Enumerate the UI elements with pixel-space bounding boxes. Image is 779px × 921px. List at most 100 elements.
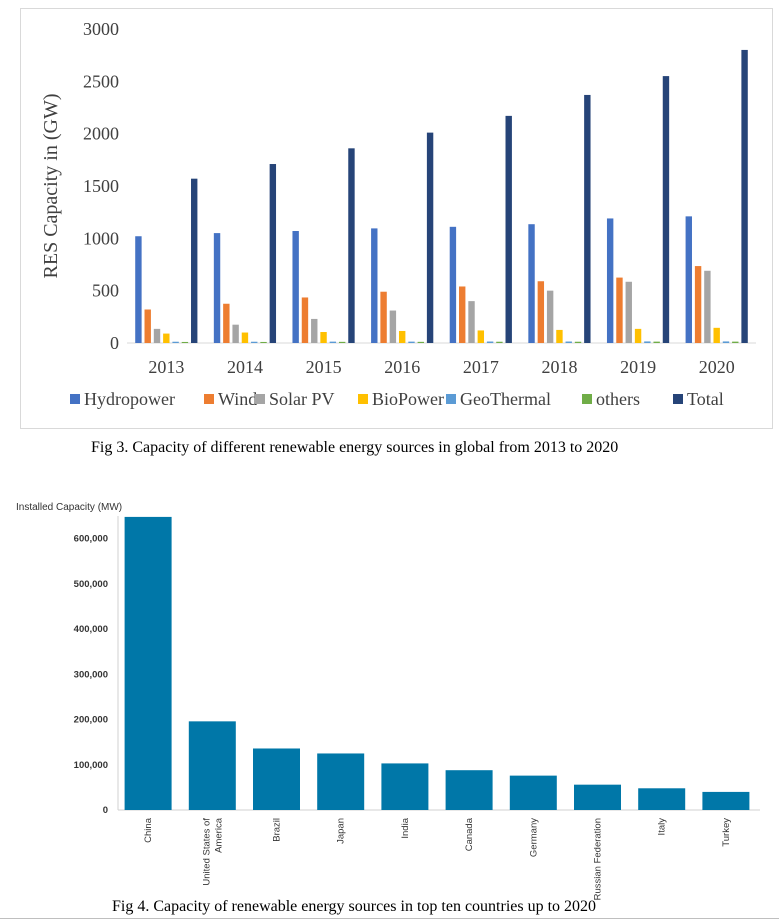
bar-hydropower-2018 <box>528 224 535 343</box>
fig4-x-tick-line: Italy <box>657 818 668 836</box>
legend-label: BioPower <box>372 389 444 409</box>
x-tick-label: 2015 <box>306 357 342 377</box>
bar-total-2020 <box>741 49 748 343</box>
bar-solar-pv-2016 <box>389 310 397 343</box>
fig4-x-tick-label: Turkey <box>721 818 732 847</box>
bar-hydropower-2020 <box>685 216 692 343</box>
bar-biopower-2013 <box>163 333 170 343</box>
fig4-x-tick-line: Canada <box>464 817 475 851</box>
y-tick-label: 1500 <box>83 176 119 196</box>
bar-geothermal-2013 <box>172 341 179 343</box>
fig4-bar-india <box>381 763 429 810</box>
bar-others-2014 <box>260 341 267 343</box>
legend-label: GeoThermal <box>460 389 551 409</box>
bar-solar-pv-2017 <box>468 301 475 343</box>
bar-total-2013 <box>191 178 198 343</box>
bar-wind-2019 <box>616 277 623 343</box>
bar-hydropower-2015 <box>292 231 299 343</box>
fig4-y-tick-label: 600,000 <box>74 534 108 545</box>
y-tick-label: 1000 <box>83 228 119 248</box>
bar-total-2015 <box>348 148 355 343</box>
fig4-x-tick-line: Russian Federation <box>593 818 604 900</box>
bar-total-2017 <box>505 115 512 343</box>
fig4-x-tick-line: Brazil <box>272 818 283 842</box>
fig4-x-tick-label: Germany <box>528 818 539 857</box>
x-tick-label: 2017 <box>463 357 499 377</box>
bar-total-2018 <box>584 94 591 343</box>
bar-others-2018 <box>574 341 582 343</box>
legend-swatch-geothermal <box>446 394 456 404</box>
bar-wind-2020 <box>694 266 702 343</box>
fig4-y-tick-label: 400,000 <box>74 624 108 635</box>
bar-wind-2018 <box>537 281 545 343</box>
x-tick-label: 2018 <box>541 357 577 377</box>
bar-others-2015 <box>338 341 346 343</box>
bar-solar-pv-2019 <box>625 281 632 343</box>
fig4-y-tick-label: 100,000 <box>74 760 108 771</box>
bar-biopower-2018 <box>556 329 563 343</box>
bar-geothermal-2015 <box>329 341 337 343</box>
y-tick-label: 500 <box>92 281 119 301</box>
bar-total-2019 <box>662 76 670 343</box>
legend-swatch-others <box>582 394 592 404</box>
figure-4-title: Installed Capacity (MW) <box>16 502 123 513</box>
fig4-x-tick-label: Italy <box>657 818 668 836</box>
fig3-svg: 0 500 1000 1500 2000 2500 3000 RES Capacity in … <box>40 19 756 409</box>
fig4-x-tick-label: Russian Federation <box>593 818 604 900</box>
fig4-bar-china <box>124 516 172 810</box>
figure-4-caption: Fig 4. Capacity of renewable energy sour… <box>112 898 597 915</box>
bar-wind-2017 <box>459 286 466 343</box>
bar-others-2013 <box>181 341 189 343</box>
bar-geothermal-2018 <box>565 341 572 343</box>
bar-geothermal-2017 <box>486 341 494 343</box>
y-axis-label: RES Capacity in (GW) <box>40 94 62 279</box>
bar-wind-2014 <box>223 303 230 343</box>
fig4-bar-italy <box>638 788 686 810</box>
figure-3-caption: Fig 3. Capacity of different renewable e… <box>91 439 619 456</box>
bar-wind-2016 <box>380 291 387 343</box>
fig4-bar-brazil <box>253 748 300 810</box>
bar-hydropower-2016 <box>371 228 378 343</box>
fig4-bar-russian-federation <box>574 784 621 810</box>
legend-swatch-total <box>673 394 683 404</box>
fig4-x-tick-label: China <box>143 817 154 843</box>
bar-geothermal-2019 <box>644 341 651 343</box>
fig4-x-tick-line: Turkey <box>721 818 732 847</box>
fig4-y-tick-label: 300,000 <box>74 669 108 680</box>
fig4-x-tick-label: Canada <box>464 817 475 851</box>
bar-biopower-2016 <box>398 330 406 343</box>
fig4-bar-canada <box>445 770 493 810</box>
legend-label: Total <box>687 389 724 409</box>
fig4-bar-united-states-of-america <box>188 721 236 810</box>
bar-others-2019 <box>653 341 660 343</box>
fig4-bar-turkey <box>702 791 750 810</box>
bar-biopower-2020 <box>713 327 720 343</box>
bar-biopower-2017 <box>477 330 485 343</box>
fig4-x-tick-label: Brazil <box>272 818 283 842</box>
bar-biopower-2019 <box>634 328 642 343</box>
y-tick-label: 2000 <box>83 124 119 144</box>
x-tick-label: 2019 <box>620 357 656 377</box>
fig4-x-tick-label: United States ofAmerica <box>201 817 224 885</box>
fig4-x-tick-label: Japan <box>336 818 347 844</box>
figure-3-chart: 0 500 1000 1500 2000 2500 3000 RES Capacity in … <box>20 8 773 429</box>
bar-total-2016 <box>426 132 434 343</box>
fig4-bar-germany <box>509 775 557 810</box>
bar-hydropower-2019 <box>606 218 614 343</box>
fig4-x-tick-line: United States of <box>201 818 212 886</box>
legend-swatch-solar-pv <box>255 394 265 404</box>
fig4-x-tick-line: Japan <box>336 818 347 844</box>
legend-swatch-hydropower <box>70 394 80 404</box>
bar-others-2020 <box>732 341 739 343</box>
x-tick-label: 2013 <box>148 357 184 377</box>
legend-label: Hydropower <box>84 389 175 409</box>
page-bottom-rule <box>0 918 779 919</box>
bar-solar-pv-2015 <box>311 318 318 343</box>
bar-solar-pv-2013 <box>153 328 161 343</box>
x-tick-label: 2016 <box>384 357 420 377</box>
y-tick-label: 2500 <box>83 71 119 91</box>
fig4-x-tick-line: America <box>213 817 224 853</box>
bar-biopower-2015 <box>320 332 327 343</box>
legend-swatch-wind <box>204 394 214 404</box>
